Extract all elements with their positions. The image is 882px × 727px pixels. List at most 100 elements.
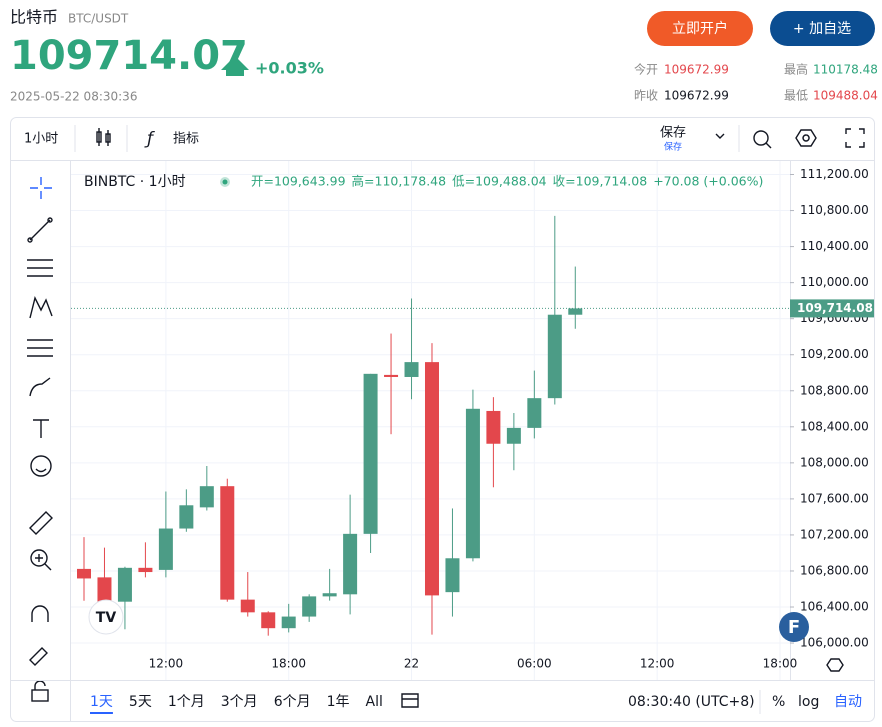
y-tick-label: 110,400.00 — [800, 239, 869, 253]
candle-body — [404, 362, 419, 377]
candle-body — [302, 596, 317, 617]
candle-body — [445, 558, 460, 593]
candle-body — [343, 533, 358, 595]
candle-body — [547, 314, 562, 399]
candle-body — [261, 612, 276, 629]
candle-body — [179, 505, 194, 529]
save[interactable]: 保存 — [660, 126, 686, 141]
bottom-bar: 1天 5天 1个月 3个月 6个月 1年 All 08:30:40 (UTC+8)% log 自动 — [90, 690, 862, 714]
status-dot — [222, 179, 228, 185]
stat-label: 最低 — [784, 89, 808, 103]
last-price-label: 109,714.08 — [797, 301, 873, 315]
candle-body — [97, 577, 112, 602]
candle-body — [281, 616, 296, 629]
symbol-label: BINBTC · 1小时 — [84, 174, 186, 190]
fullscreen-icon[interactable] — [845, 128, 865, 148]
legend-item: +70.08 (+0.06%) — [653, 174, 763, 189]
x-tick-label: 18:00 — [271, 657, 306, 671]
fx-icon[interactable]: ƒ — [144, 129, 155, 149]
range-button[interactable]: 1天 — [90, 694, 113, 710]
price: 109714.07 — [10, 33, 248, 79]
chart-panel — [10, 117, 875, 722]
clock: 08:30:40 (UTC+8) — [628, 694, 755, 710]
y-tick-label: 109,200.00 — [800, 347, 869, 361]
scale-option[interactable]: 自动 — [834, 694, 862, 710]
y-tick-label: 107,600.00 — [800, 491, 869, 505]
alert-icon[interactable] — [753, 130, 772, 149]
up-arrow — [221, 56, 249, 76]
y-tick-label: 108,800.00 — [800, 383, 869, 397]
price-change: +0.03% — [255, 59, 324, 78]
candle-body — [465, 408, 480, 559]
save-sub[interactable]: 保存 — [664, 141, 682, 153]
asset-pair: BTC/USDT — [68, 12, 129, 26]
tv-logo — [88, 599, 124, 635]
last-price-tag — [790, 299, 874, 318]
y-tick-label: 110,000.00 — [800, 275, 869, 289]
stat-value: 110178.48 — [813, 63, 878, 77]
drawing-tools[interactable] — [27, 177, 53, 702]
f-logo-text: F — [788, 617, 800, 638]
candle-body — [384, 374, 399, 377]
asset-name: 比特币 — [10, 8, 58, 27]
range-button[interactable]: 6个月 — [274, 694, 311, 710]
watchlist-button[interactable] — [770, 11, 875, 46]
candle-body — [77, 568, 91, 579]
x-tick-label: 12:00 — [640, 657, 675, 671]
scale-option[interactable]: % — [772, 694, 785, 710]
candle-body — [199, 486, 214, 508]
axis-settings[interactable] — [826, 658, 844, 672]
indicators[interactable]: 指标 — [173, 132, 199, 147]
candle-body — [424, 362, 439, 596]
range-button[interactable]: 3个月 — [221, 694, 258, 710]
candle-icon[interactable] — [96, 128, 111, 146]
y-tick-label: 106,400.00 — [800, 600, 869, 614]
y-tick-label: 108,400.00 — [800, 419, 869, 433]
save-dropdown[interactable] — [715, 133, 725, 139]
settings-icon[interactable] — [795, 129, 817, 147]
candle-body — [117, 567, 132, 602]
x-tick-label: 22 — [404, 657, 419, 671]
stat-value: 109672.99 — [664, 89, 729, 103]
range-button[interactable]: All — [366, 694, 383, 710]
candle-body — [322, 593, 337, 597]
y-tick-label: 107,200.00 — [800, 527, 869, 541]
open-account-label[interactable]: 立即开户 — [672, 20, 728, 37]
candle-body — [158, 528, 173, 570]
range-button[interactable]: 5天 — [129, 694, 152, 710]
candle-body — [220, 486, 235, 600]
legend-item: 高=110,178.48 — [352, 174, 447, 189]
date-range-icon[interactable] — [401, 693, 419, 708]
scale-option[interactable]: log — [798, 694, 819, 710]
tv-logo-text: TV — [96, 610, 117, 626]
candle-body — [138, 567, 153, 573]
ohlc-legend: 开=109,643.99 高=110,178.48 低=109,488.04 收=10… — [251, 174, 763, 189]
y-tick-label: 106,800.00 — [800, 563, 869, 577]
stat-label: 今开 — [634, 62, 658, 77]
candle-body — [568, 308, 583, 315]
stat-value: 109488.04 — [813, 89, 878, 103]
stat-label: 昨收 — [634, 89, 658, 103]
legend-item: 开=109,643.99 — [251, 174, 346, 189]
candle-body — [506, 427, 521, 444]
y-tick-label: 111,200.00 — [800, 167, 869, 181]
candle-body — [240, 599, 255, 613]
x-tick-label: 12:00 — [149, 657, 184, 671]
open-account-button[interactable] — [647, 11, 753, 46]
datetime: 2025-05-22 08:30:36 — [10, 90, 137, 104]
y-tick-label: 108,000.00 — [800, 455, 869, 469]
range-button[interactable]: 1年 — [327, 694, 350, 710]
f-logo — [779, 612, 809, 642]
legend-item: 低=109,488.04 — [452, 174, 547, 189]
stat-label: 最高 — [784, 62, 808, 77]
stat-value: 109672.99 — [664, 63, 729, 77]
x-tick-label: 18:00 — [763, 657, 798, 671]
legend-item: 收=109,714.08 — [553, 174, 648, 189]
candle-body — [363, 373, 378, 534]
interval[interactable]: 1小时 — [24, 132, 58, 147]
watchlist-label[interactable]: + 加自选 — [793, 21, 851, 37]
candle-body — [486, 410, 501, 444]
range-button[interactable]: 1个月 — [168, 694, 205, 710]
y-tick-label: 106,000.00 — [800, 636, 869, 650]
